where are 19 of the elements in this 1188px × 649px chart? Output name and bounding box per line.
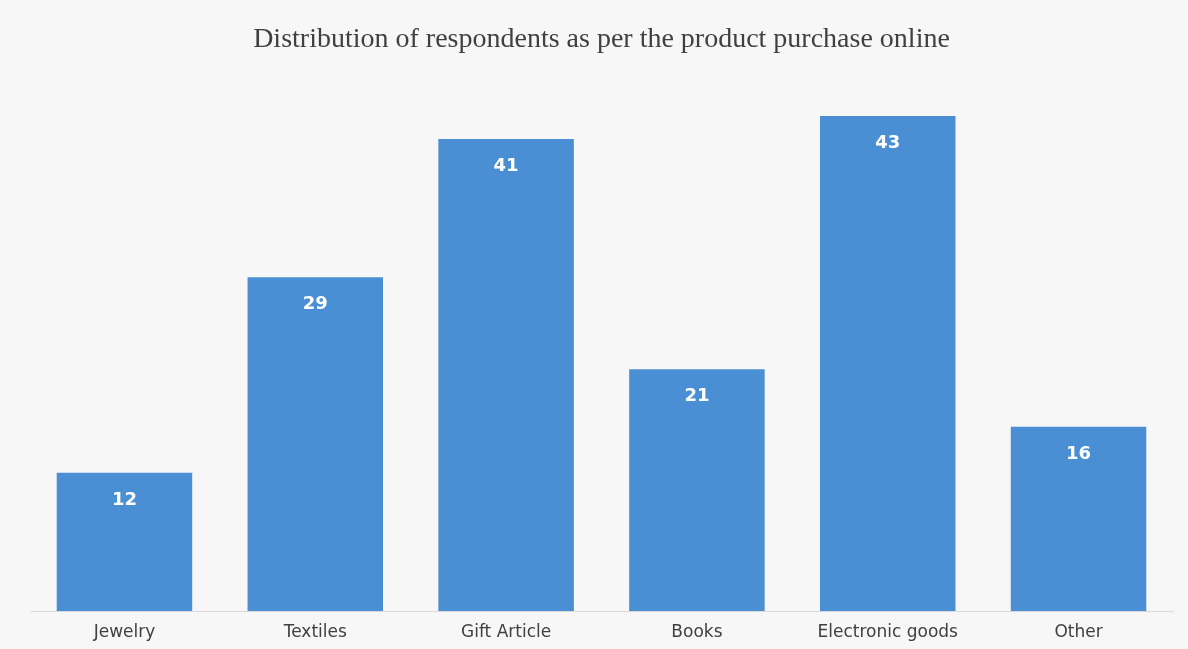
data-label: 12 xyxy=(111,487,137,509)
data-label: 29 xyxy=(302,292,328,314)
bar xyxy=(56,472,193,611)
x-tick-label: Books xyxy=(671,620,723,641)
data-label: 21 xyxy=(684,384,710,406)
x-tick-label: Jewelry xyxy=(92,620,156,641)
bar xyxy=(819,116,956,611)
bar xyxy=(438,139,574,611)
x-tick-label: Textiles xyxy=(282,620,347,641)
bar xyxy=(247,277,384,611)
bar xyxy=(629,369,765,611)
x-tick-label: Electronic goods xyxy=(817,620,959,641)
data-label: 16 xyxy=(1066,441,1092,463)
chart-title: Distribution of respondents as per the product purchase online xyxy=(253,22,950,53)
data-label: 41 xyxy=(493,154,519,176)
data-label: 43 xyxy=(875,131,901,153)
x-tick-label: Gift Article xyxy=(460,620,552,641)
bar xyxy=(1010,426,1147,611)
x-tick-label: Other xyxy=(1054,620,1103,641)
